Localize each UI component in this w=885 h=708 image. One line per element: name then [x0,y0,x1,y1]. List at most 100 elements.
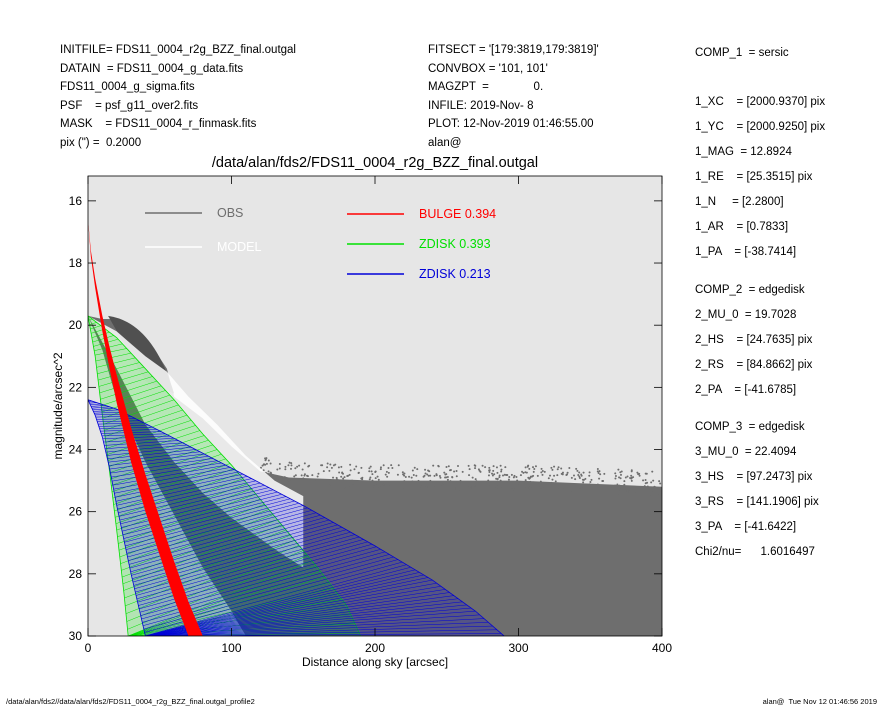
obs-point [468,474,471,477]
obs-point [488,466,491,469]
zdisk2-series-hatch-line [122,491,278,532]
obs-point [532,481,535,484]
obs-point [618,476,621,479]
obs-point [568,467,571,470]
component-param: 2_RS = [84.8662] pix [695,359,813,371]
obs-point [301,468,304,471]
obs-point [525,487,528,490]
obs-point [502,474,505,477]
obs-point [550,466,553,469]
obs-point [463,484,466,487]
obs-point [288,480,291,483]
obs-point [496,477,499,480]
obs-point [646,489,649,492]
obs-point [500,468,503,471]
obs-point [582,471,585,474]
obs-point [627,492,630,495]
obs-point [580,473,583,476]
obs-point [294,474,297,477]
obs-point [498,481,501,484]
y-tick-label: 16 [69,194,83,208]
obs-point [652,479,655,482]
zdisk1-series-hatch-line [98,371,149,387]
obs-point [528,467,531,470]
zdisk1-series-hatch-line [126,550,304,622]
header-info-line: alan@ [428,136,462,149]
obs-point [460,481,463,484]
obs-point [355,465,358,468]
obs-point [296,465,299,468]
obs-point [649,493,652,496]
legend-label: ZDISK 0.393 [419,237,491,251]
footer-file-path: /data/alan/fds2//data/alan/fds2/FDS11_00… [6,697,255,706]
obs-point [584,477,587,480]
obs-point [449,480,452,483]
obs-point [603,472,606,475]
obs-point [560,472,563,475]
zdisk2-series-hatch-line [145,625,493,636]
zdisk2-series-hatch-line [119,485,265,521]
obs-point [508,475,511,478]
obs-point [447,465,450,468]
obs-point [379,468,382,471]
obs-point [611,486,614,489]
x-tick-label: 0 [85,641,92,655]
obs-point [371,479,374,482]
component-param: 1_RE = [25.3515] pix [695,171,813,183]
zdisk1-series-hatch-line [94,348,127,356]
obs-point [286,480,289,483]
obs-point [552,489,555,492]
obs-point [524,471,527,474]
obs-point [570,476,573,479]
obs-point [434,485,437,488]
obs-point [303,474,306,477]
obs-point [475,480,478,483]
obs-point [456,465,459,468]
obs-point [408,475,411,478]
zdisk2-series-hatch-line [92,407,114,411]
obs-point [589,481,592,484]
obs-point [473,464,476,467]
obs-point [487,479,490,482]
obs-point [553,474,556,477]
obs-point [433,474,436,477]
y-tick-label: 18 [69,256,83,270]
obs-point [374,484,377,487]
obs-point [339,480,342,483]
obs-point [599,473,602,476]
obs-point [303,462,306,465]
obs-point [512,488,515,491]
zdisk1-series [88,315,362,636]
obs-point [269,462,272,465]
obs-point [533,467,536,470]
zdisk2-series-hatch-line [117,478,252,510]
zdisk2-series-hatch-line [96,418,136,420]
obs-point [539,480,542,483]
obs-point [478,483,481,486]
obs-point [390,488,393,491]
obs-point [382,483,385,486]
obs-point [493,473,496,476]
obs-point [442,482,445,485]
obs-point [626,475,629,478]
y-tick-label: 20 [69,318,83,332]
obs-point [529,480,532,483]
x-tick-label: 300 [508,641,528,655]
obs-point [619,473,622,476]
obs-point [369,476,372,479]
obs-point [298,464,301,467]
obs-point [455,470,458,473]
obs-point [401,487,404,490]
zdisk2-series-hatch-line [145,618,485,636]
obs-point [427,485,430,488]
obs-point [630,479,633,482]
obs-point [335,478,338,481]
model-series [88,315,304,568]
obs-point [374,470,377,473]
obs-point [592,487,595,490]
obs-point [477,468,480,471]
obs-point [485,485,488,488]
obs-point [648,487,651,490]
obs-point [566,471,569,474]
obs-point [551,468,554,471]
